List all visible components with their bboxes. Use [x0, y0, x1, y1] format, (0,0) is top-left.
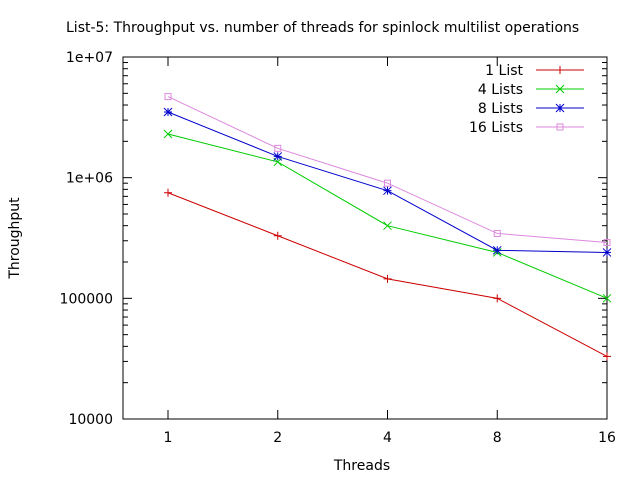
legend-label: 1 List [485, 63, 523, 79]
data-point [273, 231, 282, 240]
data-point [384, 179, 391, 187]
legend-label: 16 Lists [469, 120, 523, 136]
legend-label: 4 Lists [478, 82, 523, 98]
data-point [164, 93, 172, 101]
series-line [167, 96, 608, 244]
series-line [167, 133, 608, 299]
data-point [383, 221, 392, 231]
data-point [556, 66, 564, 74]
data-point [602, 248, 612, 257]
data-point [492, 245, 502, 255]
data-point [556, 123, 564, 131]
data-point [273, 152, 283, 161]
data-point [383, 186, 392, 196]
data-point [603, 352, 611, 361]
y-tick-label: 100000 [60, 291, 113, 307]
data-point [274, 144, 282, 152]
x-tick-label: 8 [493, 430, 502, 446]
y-tick-label: 1e+07 [66, 50, 113, 66]
legend-item: 1 List [485, 63, 584, 79]
data-point [555, 84, 565, 94]
data-point [164, 188, 172, 197]
series-layer [163, 93, 612, 361]
series-4 [164, 93, 611, 247]
x-tick-label: 4 [383, 430, 392, 446]
plot-frame [122, 56, 608, 420]
legend-item: 16 Lists [469, 120, 584, 136]
legend-label: 8 Lists [478, 101, 523, 117]
series-1 [164, 188, 611, 361]
data-point [163, 129, 173, 139]
x-axis-title: Threads [333, 458, 390, 474]
data-point [163, 107, 173, 117]
y-axis-title: Throughput [7, 197, 23, 280]
chart-title: List-5: Throughput vs. number of threads… [66, 20, 579, 36]
x-tick-label: 2 [273, 430, 282, 446]
series-line [167, 192, 608, 357]
data-point [555, 103, 565, 113]
y-tick-label: 1e+06 [66, 171, 113, 187]
series-line [167, 111, 608, 253]
x-tick-label: 1 [164, 430, 173, 446]
data-point [493, 229, 501, 237]
data-point [603, 239, 611, 247]
y-tick-label: 10000 [68, 412, 113, 428]
series-3 [163, 107, 612, 257]
data-point [602, 293, 612, 303]
legend: 1 List 4 Lists 8 Lists 16 Lists [469, 63, 584, 136]
legend-item: 4 Lists [478, 82, 584, 98]
legend-item: 8 Lists [478, 101, 584, 117]
data-point [383, 274, 392, 283]
data-point [493, 294, 502, 303]
x-axis: 1 2 4 8 16 [164, 57, 616, 446]
y-axis: 10000 100000 1e+06 1e+07 [60, 50, 607, 428]
x-tick-label: 16 [598, 430, 616, 446]
